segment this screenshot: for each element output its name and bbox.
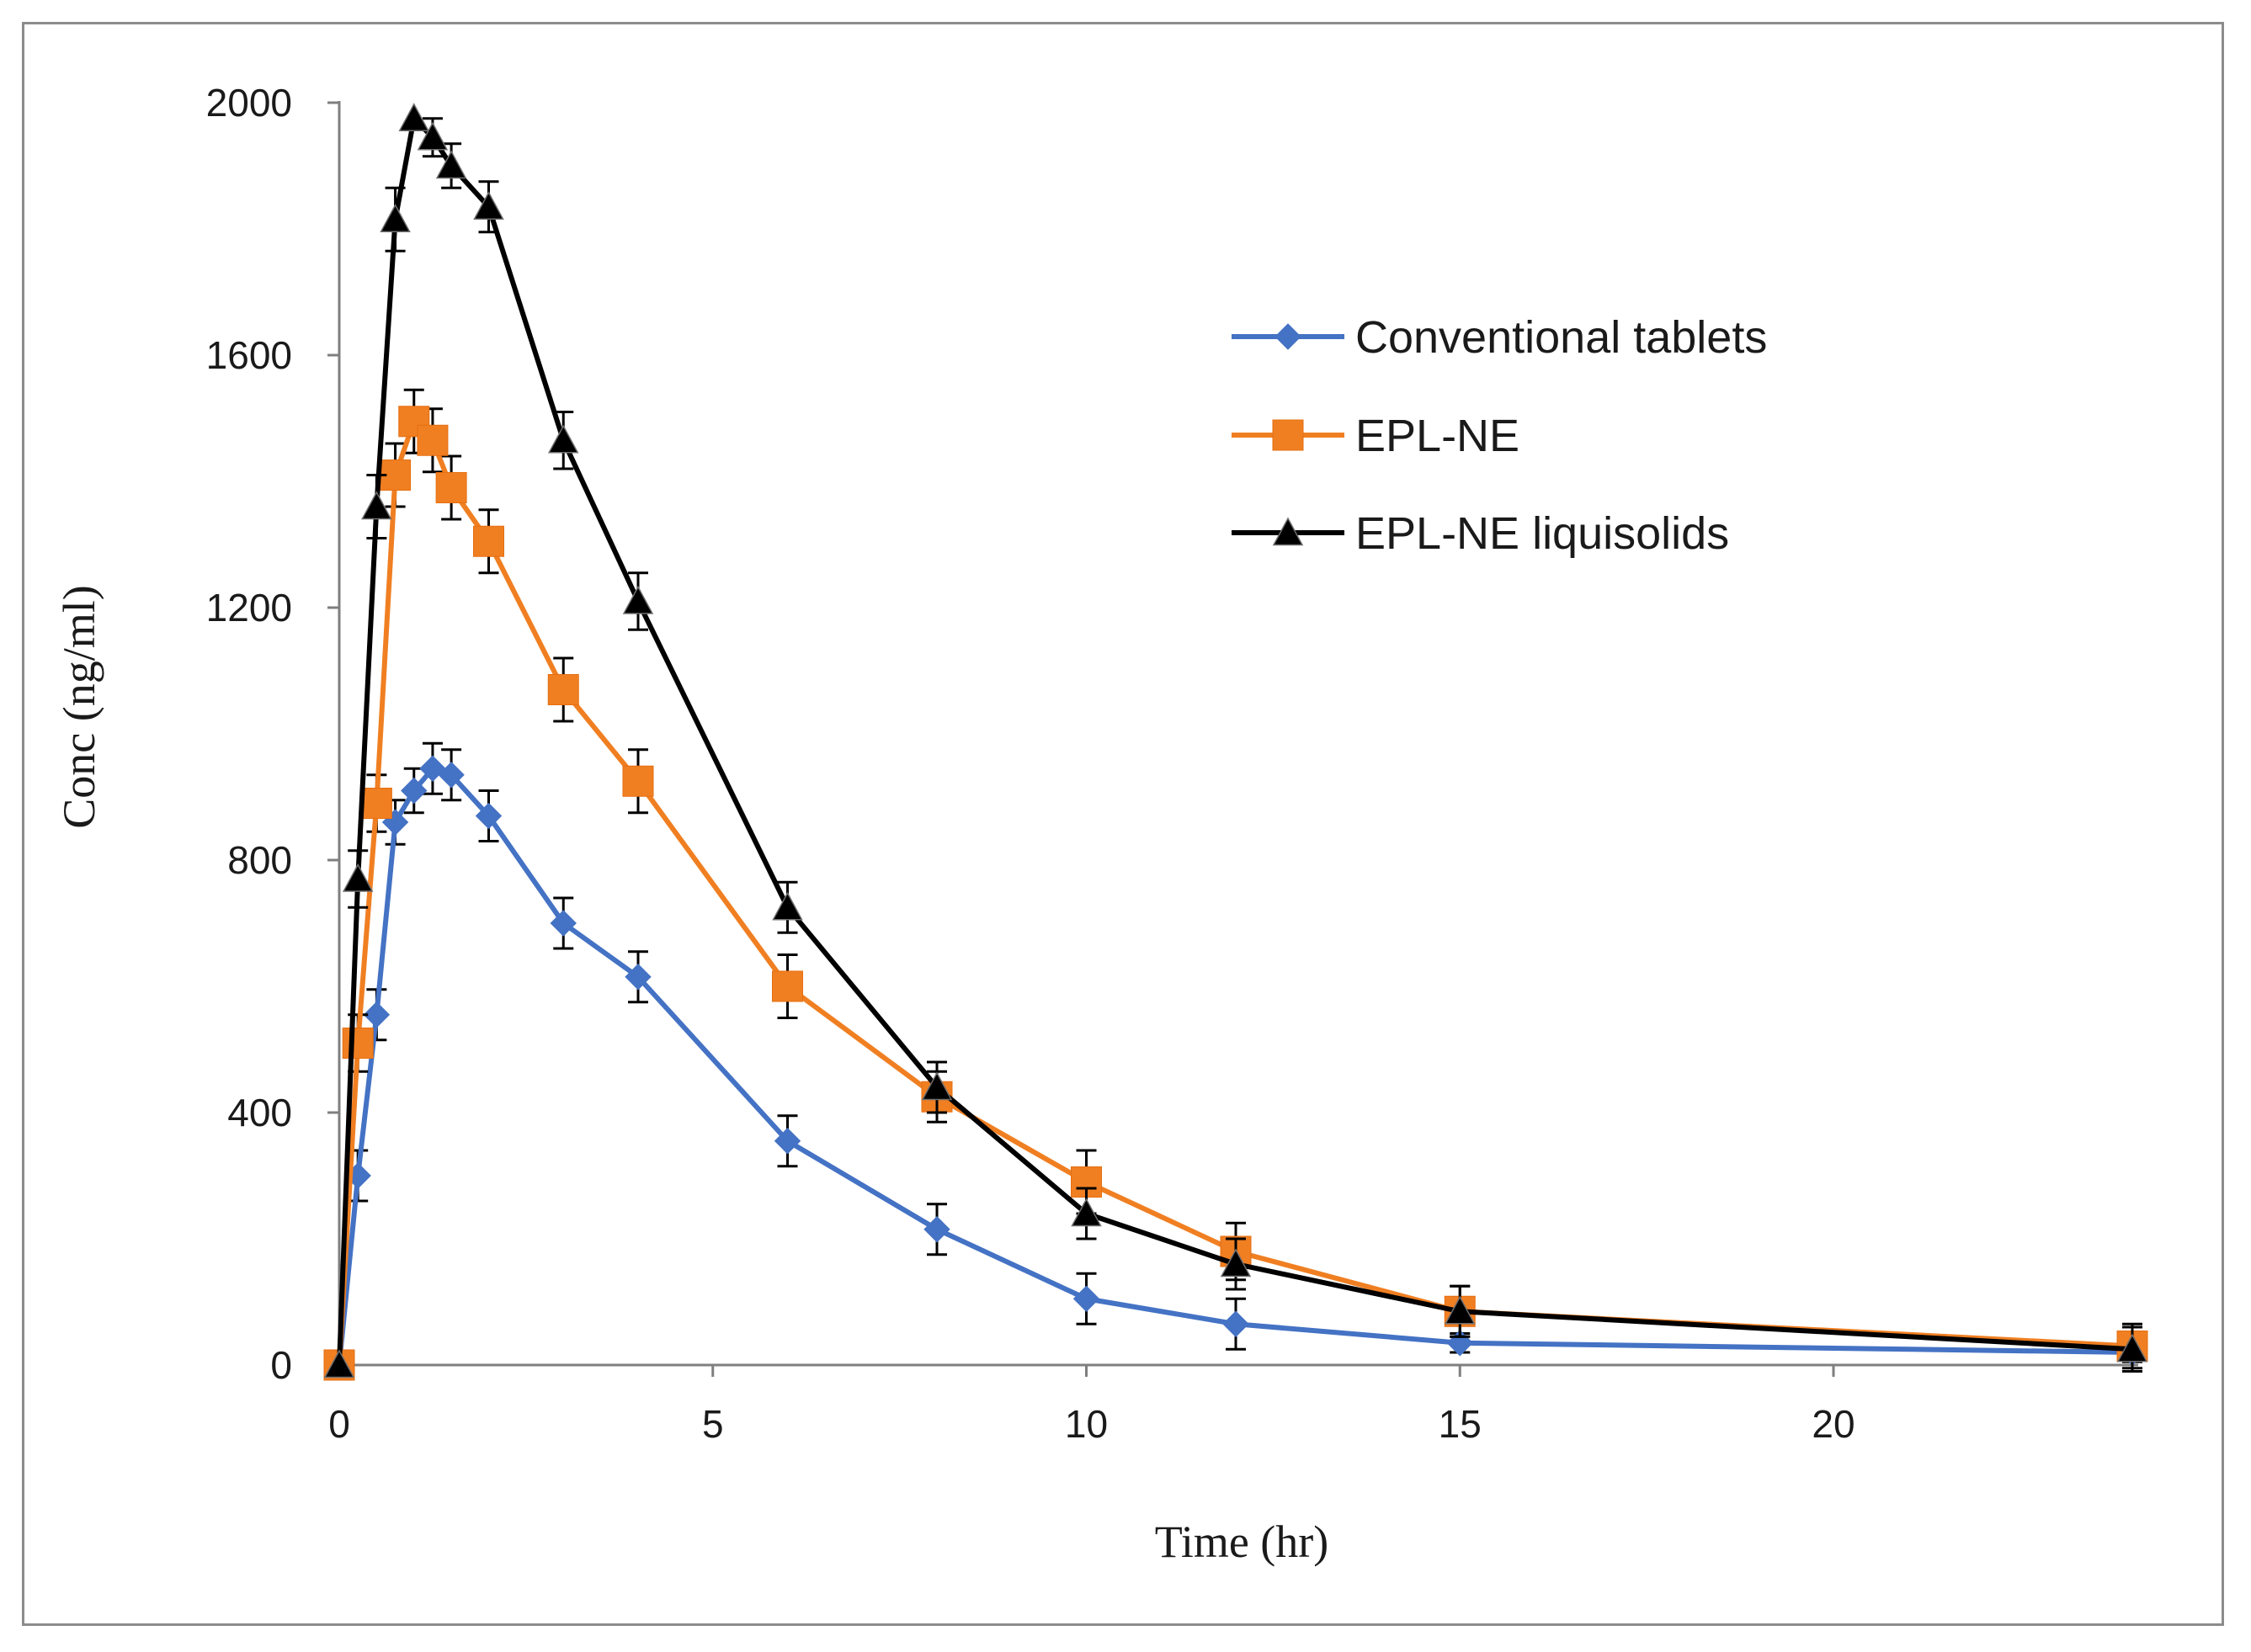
y-tick-label: 1600 [206,333,292,377]
data-point-triangle [398,103,430,131]
data-point-diamond [774,1128,801,1155]
series-line [337,766,2133,1366]
series-layer [323,103,2148,1381]
data-point-triangle [435,150,467,179]
legend-label: EPL-NE [1355,411,1519,461]
data-point-triangle [772,891,803,921]
data-point-square [360,788,392,819]
data-point-triangle [921,1071,953,1101]
y-ticks: 0 400 800 1200 1600 2000 [206,81,339,1387]
data-point-triangle [2116,1333,2148,1363]
series-0 [326,741,2146,1378]
x-tick-label: 10 [1065,1402,1108,1446]
series-line [337,418,2133,1366]
legend-marker-square [1272,419,1304,451]
data-point-triangle [473,191,504,220]
data-point-diamond [625,964,652,991]
series-1 [323,388,2148,1381]
data-point-triangle [1220,1248,1252,1278]
data-point-diamond [1072,1285,1100,1312]
data-point-triangle [323,1349,355,1378]
data-point-diamond [363,1001,391,1028]
data-point-diamond [401,777,428,805]
series-line [337,115,2133,1366]
data-point-square [342,1028,374,1059]
data-point-square [622,765,654,797]
x-tick-label: 5 [702,1402,724,1446]
x-tick-label: 20 [1812,1402,1855,1446]
legend-label: Conventional tablets [1355,312,1767,363]
series-2 [323,103,2148,1378]
x-axis-title: Time (hr) [1155,1517,1329,1567]
data-point-triangle [622,585,654,614]
y-tick-label: 2000 [206,81,292,125]
data-point-diamond [923,1216,950,1243]
data-point-square [473,525,504,557]
x-ticks: 0 5 10 15 20 [328,1365,1855,1446]
x-tick-label: 0 [328,1402,350,1446]
data-point-diamond [419,755,446,782]
data-point-square [547,674,579,705]
data-point-triangle [1071,1198,1102,1227]
legend-marker-triangle [1272,517,1304,546]
data-point-square [772,970,803,1002]
y-tick-label: 400 [227,1091,292,1134]
data-point-diamond [475,802,503,830]
axes [338,101,2138,1367]
data-point-triangle [342,863,374,892]
y-tick-label: 800 [227,838,292,882]
data-point-triangle [547,424,579,454]
data-point-triangle [380,204,411,232]
x-tick-label: 15 [1439,1402,1482,1446]
data-point-square [435,472,467,503]
legend-label: EPL-NE liquisolids [1355,508,1729,559]
data-point-square [417,424,449,456]
y-axis-title: Conc (ng/ml) [54,585,104,828]
legend: Conventional tablets EPL-NE EPL-NE liquiso… [1232,312,1767,559]
data-point-triangle [1444,1295,1476,1325]
data-point-diamond [550,910,577,937]
y-tick-label: 0 [270,1343,292,1387]
data-point-diamond [438,762,465,789]
y-tick-label: 1200 [206,586,292,629]
data-point-triangle [417,121,449,151]
legend-marker-diamond [1275,323,1301,350]
data-point-triangle [361,491,392,520]
data-point-diamond [1222,1310,1249,1337]
